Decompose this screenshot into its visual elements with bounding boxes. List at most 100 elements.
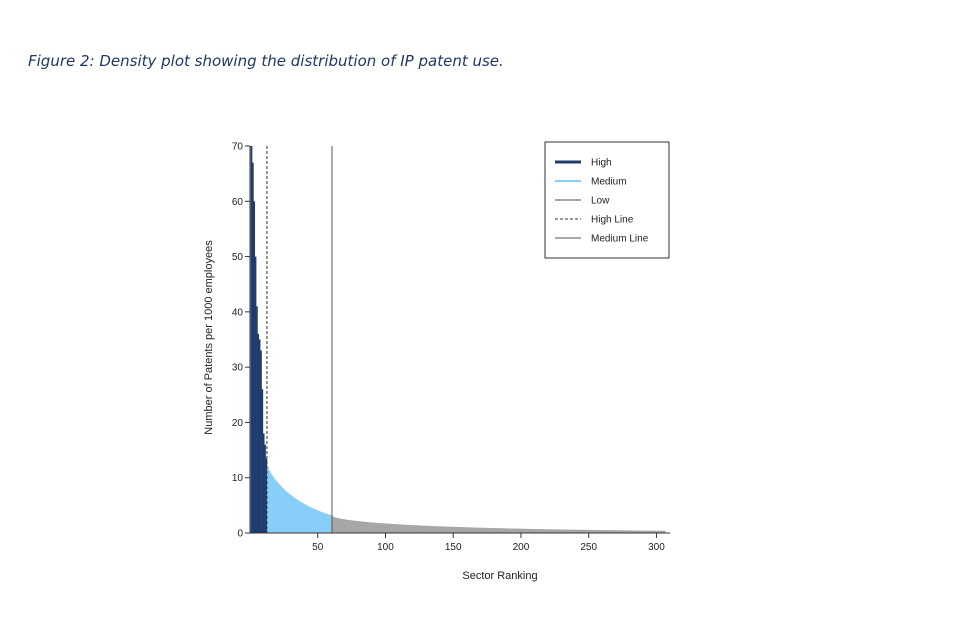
bar-medium [268, 469, 270, 533]
bar-medium [298, 500, 300, 533]
bar-low [451, 526, 453, 533]
bar-low [352, 520, 354, 533]
bar-low [501, 528, 503, 533]
bar-low [514, 528, 517, 533]
bar-medium [321, 512, 323, 533]
bar-low [647, 530, 650, 533]
bar-medium [323, 513, 326, 533]
bar-low [495, 528, 498, 533]
bar-high [252, 162, 254, 534]
bar-low [364, 521, 367, 533]
bar-low [345, 519, 348, 533]
bar-low [401, 524, 403, 533]
bar-low [493, 528, 495, 533]
bar-low [466, 527, 468, 533]
legend-label: High [591, 158, 612, 169]
bar-low [573, 529, 575, 533]
bar-high [256, 306, 258, 533]
bar-low [518, 528, 521, 533]
bar-low [432, 526, 434, 533]
bar-low [387, 523, 390, 533]
bar-low [409, 524, 411, 533]
bar-low [391, 523, 394, 533]
bar-low [619, 530, 621, 533]
bar-high [261, 389, 264, 533]
bar-low [525, 528, 528, 533]
bar-medium [299, 501, 302, 533]
bar-low [612, 530, 615, 533]
y-tick-label: 50 [232, 252, 244, 263]
bar-low [582, 529, 585, 533]
bar-medium [285, 491, 288, 533]
bar-low [585, 529, 587, 533]
bar-low [365, 521, 368, 533]
bar-low [444, 526, 447, 533]
bar-low [426, 525, 429, 533]
bar-low [376, 522, 379, 533]
bar-low [653, 530, 655, 533]
bar-low [663, 530, 666, 533]
bar-low [378, 522, 380, 533]
bar-low [642, 530, 644, 533]
bar-low [655, 530, 658, 533]
bar-low [646, 530, 648, 533]
bar-low [536, 529, 539, 533]
bar-low [464, 527, 467, 533]
bar-low [384, 523, 387, 533]
bar-low [662, 530, 665, 533]
bar-low [361, 521, 364, 533]
bar-low [348, 520, 350, 533]
bar-low [371, 522, 373, 533]
bar-low [613, 530, 616, 533]
bar-low [586, 529, 589, 533]
bar-low [651, 530, 654, 533]
bar-low [462, 527, 464, 533]
bar-low [657, 530, 659, 533]
bar-low [394, 524, 396, 533]
bar-low [359, 521, 361, 533]
bar-low [533, 529, 536, 533]
bar-low [638, 530, 640, 533]
bar-low [434, 526, 437, 533]
bar-medium [280, 486, 283, 533]
bar-low [342, 519, 345, 533]
bar-low [596, 530, 598, 533]
bar-low [386, 523, 388, 533]
bar-low [508, 528, 510, 533]
bar-low [443, 526, 445, 533]
bar-high [250, 146, 253, 533]
legend: High Medium Low High Line Medium Line [544, 141, 670, 259]
bar-low [523, 528, 525, 533]
bar-low [486, 527, 489, 533]
bar-low [575, 529, 578, 533]
bar-medium [303, 503, 306, 533]
bar-low [344, 519, 346, 533]
bar-low [602, 530, 605, 533]
bar-low [491, 528, 494, 533]
bar-low [569, 529, 571, 533]
bar-low [368, 522, 371, 533]
bar-medium [276, 481, 279, 533]
bar-low [604, 530, 606, 533]
bar-low [554, 529, 556, 533]
bar-low [521, 528, 524, 533]
bar-low [632, 530, 635, 533]
bar-low [623, 530, 625, 533]
bar-low [566, 529, 569, 533]
bar-low [590, 529, 593, 533]
bar-low [440, 526, 443, 533]
bar-medium [284, 490, 287, 533]
bar-low [510, 528, 513, 533]
bar-low [373, 522, 376, 533]
bar-low [411, 525, 414, 533]
bar-low [334, 517, 337, 533]
bar-low [601, 530, 604, 533]
bar-medium [302, 503, 304, 533]
bar-low [592, 529, 594, 533]
bar-low [509, 528, 512, 533]
bar-medium [307, 506, 310, 533]
bar-low [453, 526, 456, 533]
bar-low [524, 528, 527, 533]
bar-low [478, 527, 480, 533]
bar-medium [325, 513, 327, 533]
